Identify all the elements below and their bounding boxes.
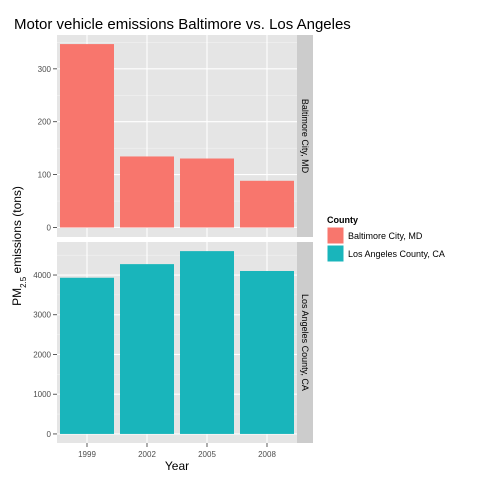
- legend-label: Baltimore City, MD: [348, 231, 423, 241]
- y-tick-label: 0: [47, 223, 52, 232]
- y-tick-label: 1000: [33, 390, 51, 399]
- facet-panel: 0 1000 2000 3000 4000 Los Angeles County, CA: [33, 242, 313, 443]
- bar: [180, 159, 234, 228]
- bar: [120, 156, 174, 227]
- facet-panel: 0 100 200 300 Baltimore City, MD: [38, 35, 313, 237]
- y-tick-label: 2000: [33, 350, 51, 359]
- x-tick-label: 1999: [78, 450, 96, 459]
- bar: [60, 278, 114, 434]
- chart-title: Motor vehicle emissions Baltimore vs. Lo…: [14, 16, 351, 33]
- x-tick-label: 2005: [198, 450, 216, 459]
- legend-items: Baltimore City, MD Los Angeles County, CA: [327, 227, 445, 262]
- x-tick-label: 2002: [138, 450, 156, 459]
- y-tick-label: 100: [38, 171, 52, 180]
- y-tick-label: 200: [38, 118, 52, 127]
- x-axis: 1999 2002 2005 2008: [78, 443, 276, 459]
- y-axis-label-subscript: 2.5: [19, 276, 28, 288]
- bar: [120, 264, 174, 434]
- facet-strip-label: Baltimore City, MD: [300, 99, 310, 174]
- y-axis-label: PM2.5 emissions (tons): [10, 186, 28, 306]
- y-axis-label-rest: emissions (tons): [10, 186, 24, 277]
- legend-swatch: [327, 227, 344, 244]
- y-axis-label-main: PM: [10, 288, 24, 306]
- bar: [180, 251, 234, 434]
- legend-swatch: [327, 245, 344, 262]
- y-tick-label: 4000: [33, 271, 51, 280]
- bar: [240, 271, 294, 434]
- facet-panels: 0 100 200 300 Baltimore City, MD 0 1000 2000 300…: [33, 35, 313, 459]
- y-tick-label: 3000: [33, 311, 51, 320]
- y-tick-label: 0: [47, 430, 52, 439]
- y-tick-label: 300: [38, 65, 52, 74]
- bar: [60, 44, 114, 227]
- bar: [240, 181, 294, 228]
- legend-title: County: [327, 215, 358, 225]
- legend: County Baltimore City, MD Los Angeles Cou…: [327, 215, 445, 262]
- x-tick-label: 2008: [258, 450, 276, 459]
- facet-strip-label: Los Angeles County, CA: [300, 294, 310, 391]
- x-axis-label: Year: [165, 459, 189, 473]
- legend-label: Los Angeles County, CA: [348, 249, 445, 259]
